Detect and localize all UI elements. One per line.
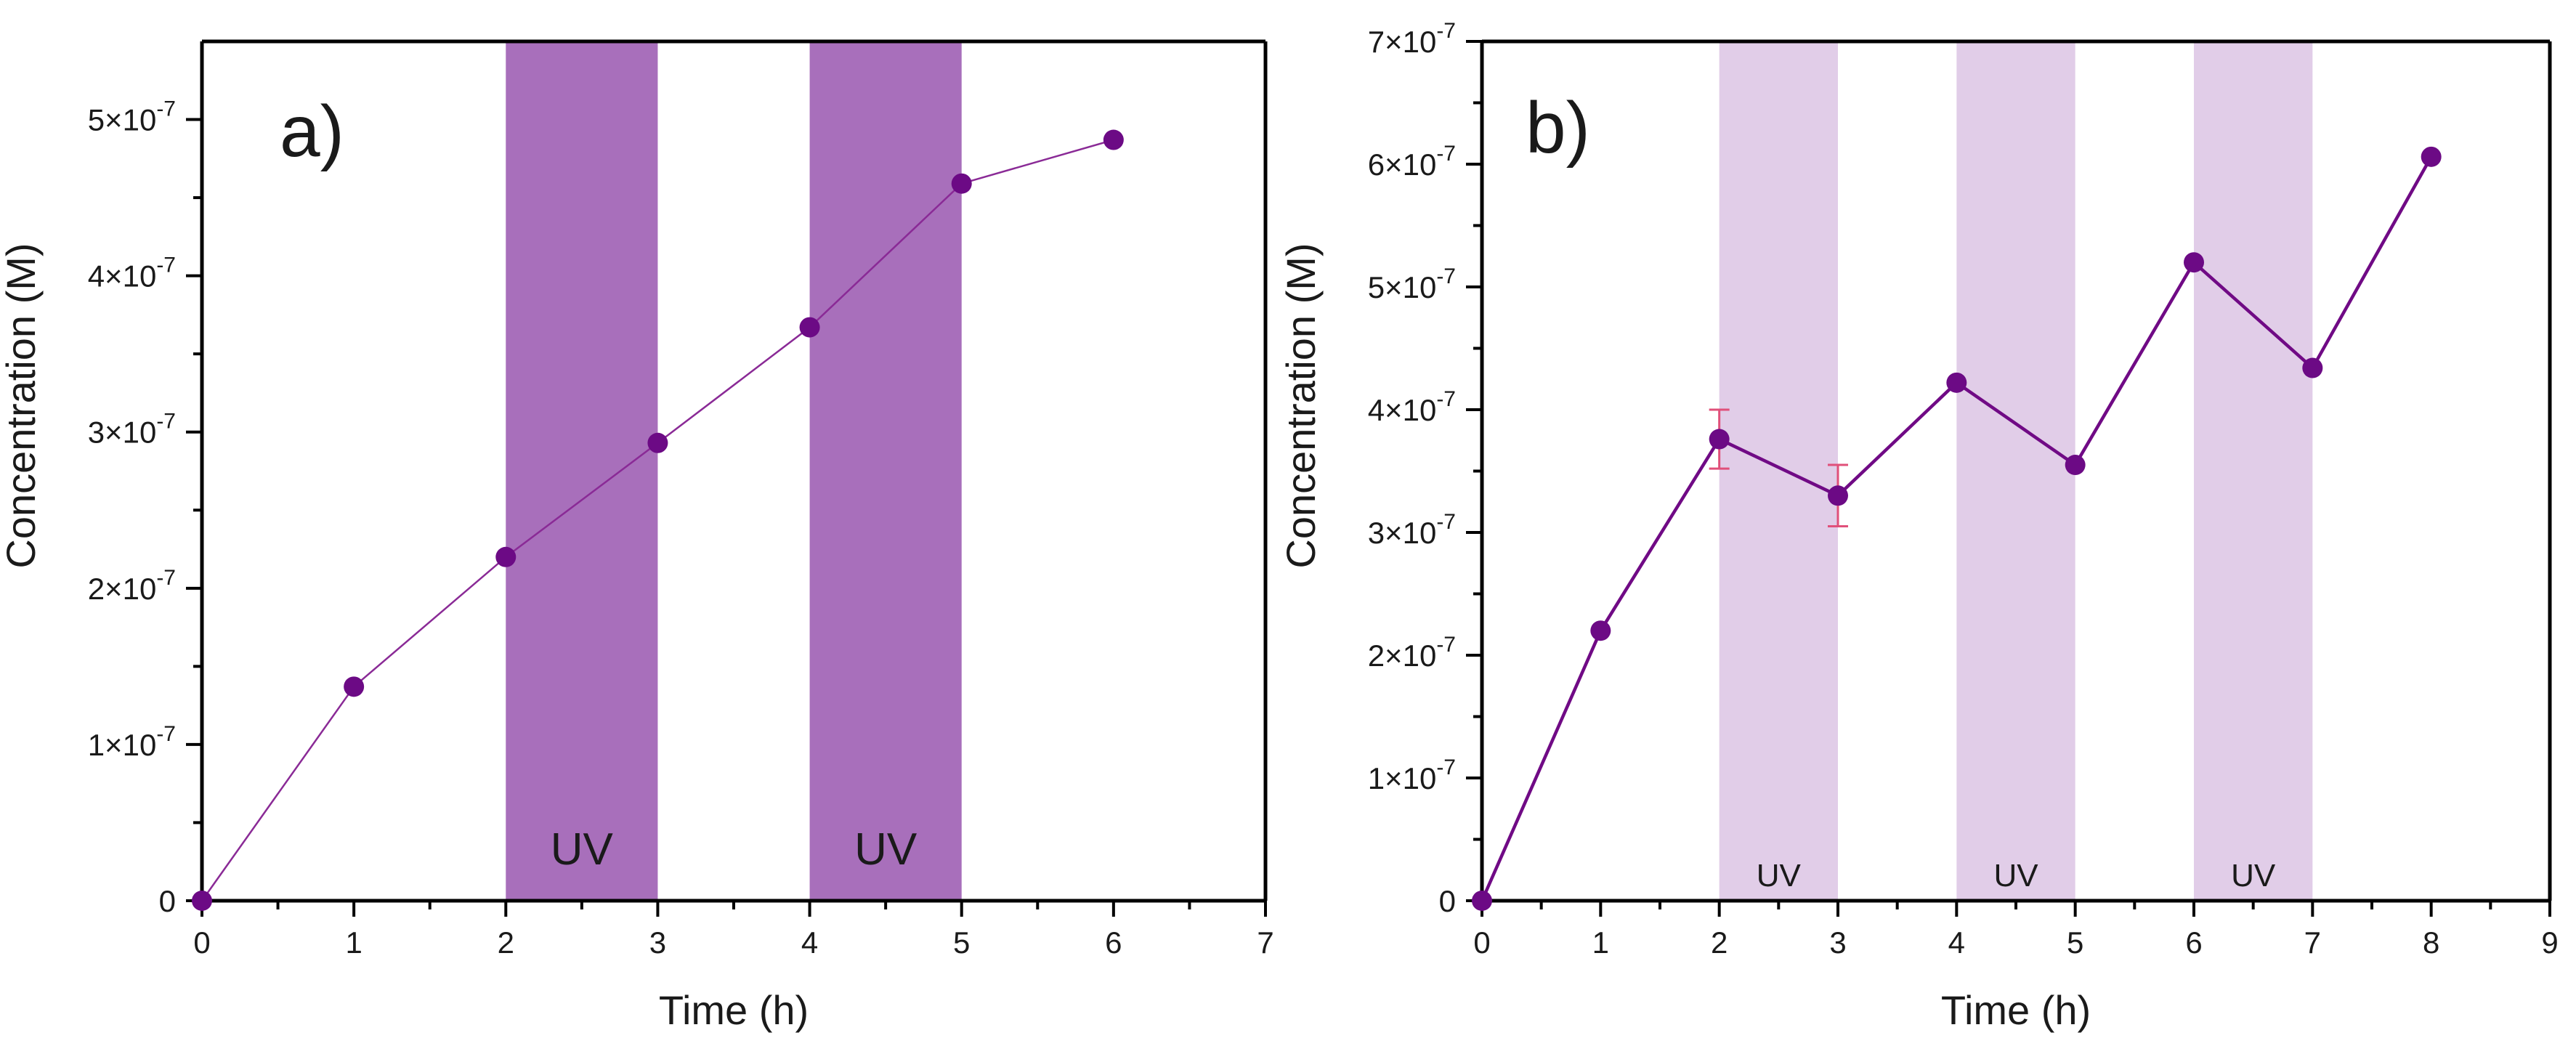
y-tick-mantissa: 2×10 bbox=[88, 572, 157, 606]
x-tick-label: 2 bbox=[498, 925, 514, 960]
y-tick-exponent: -7 bbox=[156, 410, 176, 434]
y-tick-mantissa: 5×10 bbox=[1368, 270, 1437, 304]
y-tick-exponent: -7 bbox=[1436, 510, 1456, 534]
y-tick-label: 7×10-7 bbox=[1368, 19, 1456, 59]
data-point bbox=[2421, 146, 2442, 167]
y-tick-label: 6×10-7 bbox=[1368, 142, 1456, 182]
x-tick-label: 6 bbox=[2185, 925, 2202, 960]
x-tick-label: 9 bbox=[2541, 925, 2558, 960]
data-point bbox=[951, 173, 972, 194]
y-tick-exponent: -7 bbox=[1436, 387, 1456, 411]
x-tick-label: 6 bbox=[1105, 925, 1122, 960]
y-tick-mantissa: 1×10 bbox=[88, 728, 157, 762]
y-tick-mantissa: 6×10 bbox=[1368, 147, 1437, 182]
y-tick-label: 2×10-7 bbox=[1368, 633, 1456, 673]
data-point bbox=[192, 891, 212, 911]
y-tick-label: 1×10-7 bbox=[88, 722, 176, 762]
y-tick-label: 5×10-7 bbox=[1368, 264, 1456, 304]
x-axis-title: Time (h) bbox=[659, 987, 809, 1033]
data-point bbox=[2065, 455, 2086, 476]
y-tick-exponent: -7 bbox=[1436, 633, 1456, 657]
y-tick-exponent: -7 bbox=[156, 722, 176, 746]
y-tick-mantissa: 3×10 bbox=[88, 415, 157, 450]
data-point bbox=[799, 317, 820, 338]
y-tick-mantissa: 7×10 bbox=[1368, 25, 1437, 59]
y-tick-label: 5×10-7 bbox=[88, 97, 176, 137]
uv-label: UV bbox=[2231, 858, 2276, 893]
data-point bbox=[1472, 891, 1492, 911]
x-tick-label: 2 bbox=[1711, 925, 1728, 960]
y-tick-label: 0 bbox=[1439, 884, 1456, 918]
x-tick-label: 0 bbox=[1473, 925, 1490, 960]
y-tick-label: 3×10-7 bbox=[88, 410, 176, 450]
chart-panel-b: UV UV UV0 1 2 3 4 5 6 7 8 901×10-72×10-73×10-74×10-… bbox=[1278, 19, 2559, 1033]
uv-band bbox=[2194, 41, 2313, 901]
y-tick-label: 4×10-7 bbox=[88, 254, 176, 293]
y-tick-label: 4×10-7 bbox=[1368, 387, 1456, 427]
x-tick-label: 7 bbox=[1257, 925, 1273, 960]
x-tick-label: 4 bbox=[1948, 925, 1965, 960]
y-tick-mantissa: 2×10 bbox=[1368, 639, 1437, 673]
x-tick-label: 4 bbox=[801, 925, 818, 960]
x-tick-label: 3 bbox=[649, 925, 666, 960]
y-tick-exponent: -7 bbox=[1436, 142, 1456, 166]
uv-label: UV bbox=[854, 824, 918, 875]
x-tick-label: 0 bbox=[193, 925, 210, 960]
y-tick-exponent: -7 bbox=[156, 97, 176, 121]
uv-label: UV bbox=[1757, 858, 1802, 893]
uv-band bbox=[1956, 41, 2075, 901]
x-tick-label: 5 bbox=[2067, 925, 2083, 960]
y-tick-exponent: -7 bbox=[1436, 755, 1456, 779]
x-axis-title: Time (h) bbox=[1941, 987, 2091, 1033]
y-tick-exponent: -7 bbox=[1436, 264, 1456, 288]
data-point bbox=[1103, 129, 1124, 150]
data-point bbox=[1946, 372, 1967, 393]
y-tick-mantissa: 3×10 bbox=[1368, 516, 1437, 550]
x-tick-label: 5 bbox=[953, 925, 970, 960]
y-tick-mantissa: 5×10 bbox=[88, 103, 157, 137]
data-point bbox=[1590, 620, 1611, 641]
uv-band bbox=[809, 41, 962, 901]
panel-label: b) bbox=[1526, 87, 1590, 169]
y-tick-exponent: -7 bbox=[156, 254, 176, 277]
data-point bbox=[1828, 485, 1848, 506]
y-tick-exponent: -7 bbox=[156, 566, 176, 590]
y-tick-exponent: -7 bbox=[1436, 19, 1456, 43]
uv-label: UV bbox=[1993, 858, 2038, 893]
uv-band bbox=[506, 41, 658, 901]
chart-panel-a: UV UV0 1 2 3 4 5 6 701×10-72×10-73×10-74×10-75×1… bbox=[0, 39, 1274, 1033]
y-tick-label: 3×10-7 bbox=[1368, 510, 1456, 550]
data-point bbox=[2302, 357, 2323, 378]
x-tick-label: 1 bbox=[345, 925, 362, 960]
data-point bbox=[647, 432, 668, 453]
data-point bbox=[495, 546, 517, 567]
uv-band bbox=[1719, 41, 1838, 901]
uv-label: UV bbox=[551, 824, 614, 875]
x-tick-label: 1 bbox=[1592, 925, 1609, 960]
y-tick-mantissa: 4×10 bbox=[88, 259, 157, 293]
y-tick-mantissa: 4×10 bbox=[1368, 393, 1437, 427]
x-tick-label: 3 bbox=[1829, 925, 1846, 960]
y-tick-label: 0 bbox=[159, 884, 176, 918]
y-tick-mantissa: 1×10 bbox=[1368, 761, 1437, 795]
x-tick-label: 8 bbox=[2423, 925, 2439, 960]
x-tick-label: 7 bbox=[2304, 925, 2321, 960]
data-point bbox=[344, 676, 365, 697]
data-point bbox=[2184, 252, 2204, 273]
y-tick-label: 1×10-7 bbox=[1368, 755, 1456, 795]
y-axis-title: Concentration (M) bbox=[1278, 243, 1324, 568]
y-axis-title: Concentration (M) bbox=[0, 243, 44, 568]
panel-label: a) bbox=[280, 91, 344, 172]
y-tick-label: 2×10-7 bbox=[88, 566, 176, 606]
data-point bbox=[1709, 429, 1730, 450]
